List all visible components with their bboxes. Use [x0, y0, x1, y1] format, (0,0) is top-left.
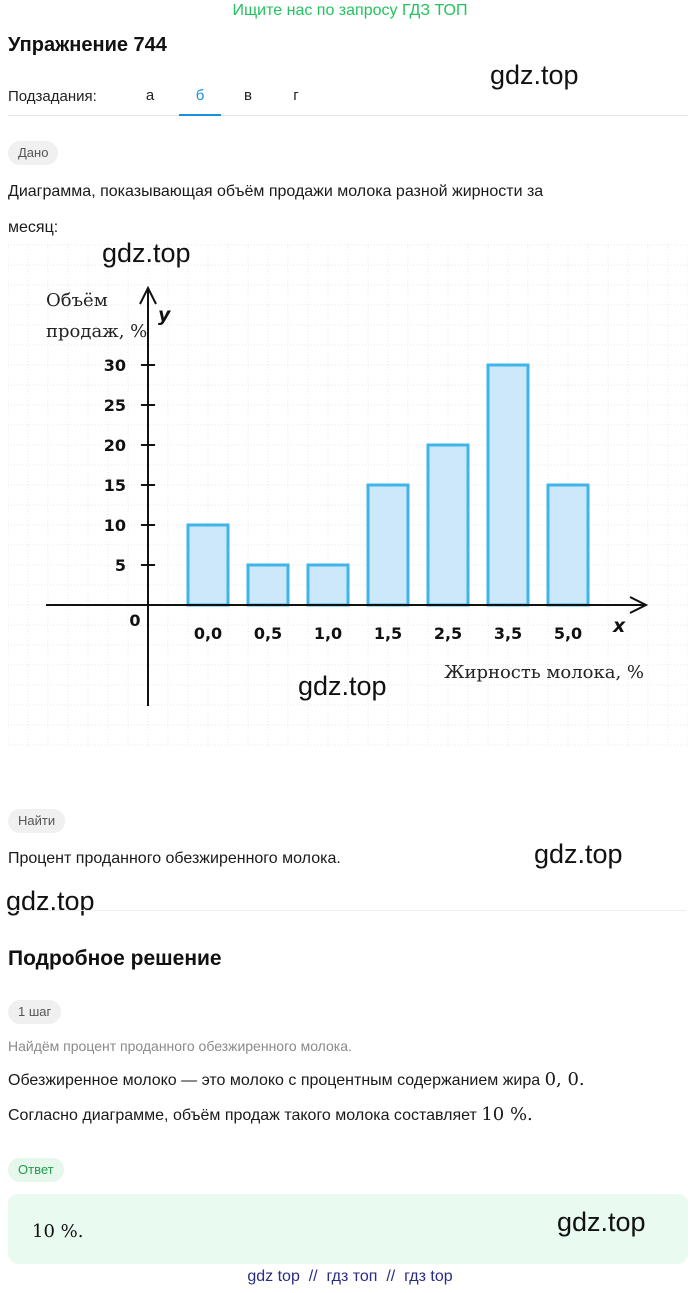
page-title: Упражнение 744 [8, 34, 167, 56]
given-text-line2: месяц: [8, 219, 59, 236]
footer-link-gdz-top-mixed[interactable]: гдз top [404, 1268, 453, 1285]
watermark: gdz.top [6, 886, 95, 916]
x-tick-label: 0,0 [194, 624, 222, 643]
solution-line1-text: Обезжиренное молоко — это молоко с проце… [8, 1072, 545, 1089]
divider [8, 910, 686, 911]
y-axis-letter: y [158, 304, 172, 326]
chart-bars [186, 363, 590, 607]
watermark: gdz.top [298, 671, 387, 701]
y-tick-label: 25 [104, 396, 126, 415]
y-tick-label: 20 [104, 436, 126, 455]
watermark: gdz.top [490, 60, 579, 90]
bar-0,0 [186, 523, 230, 607]
y-axis-title-line2: продаж, % [46, 321, 147, 342]
y-axis-arrow [139, 285, 157, 305]
answer-pill: Ответ [8, 1158, 64, 1182]
x-axis-title: Жирность молока, % [444, 662, 644, 683]
chart-axes [46, 285, 649, 706]
bar-5,0 [546, 483, 590, 607]
watermark: gdz.top [557, 1207, 646, 1237]
subtask-tab-v[interactable]: в [244, 87, 252, 104]
x-tick-label: 0,5 [254, 624, 282, 643]
subtasks-bar: Подзадания: а б в г [8, 86, 688, 116]
subtasks-label: Подзадания: [8, 88, 97, 105]
sales-chart-svg: 5 10 15 20 25 30 0,0 0,5 1,0 1,5 2,5 3,5 5,0 0 y x Объём… [7, 244, 689, 748]
x-tick-label: 1,5 [374, 624, 402, 643]
footer-link-gdz-top-ru[interactable]: гдз топ [326, 1268, 378, 1285]
solution-line1-math: 0, 0. [544, 1069, 585, 1090]
subtask-tab-g[interactable]: г [293, 87, 299, 104]
y-tick-label: 15 [104, 476, 126, 495]
solution-line2-text: Согласно диаграмме, объём продаж такого … [8, 1107, 482, 1124]
given-pill: Дано [8, 141, 59, 165]
chart-labels: 5 10 15 20 25 30 0,0 0,5 1,0 1,5 2,5 3,5 5,0 0 y x Объём… [46, 290, 644, 683]
y-tick-label: 10 [104, 516, 126, 535]
subtask-tab-a[interactable]: а [145, 87, 155, 104]
subtask-tab-b[interactable]: б [179, 86, 221, 116]
footer-links: gdz top // гдз топ // гдз top [0, 1268, 700, 1286]
step-pill: 1 шаг [8, 1000, 62, 1024]
x-tick-label: 2,5 [434, 624, 462, 643]
top-banner: Ищите нас по запросу ГДЗ ТОП [232, 2, 468, 19]
solution-line1: Обезжиренное молоко — это молоко с проце… [8, 1069, 585, 1092]
x-axis-arrow [629, 596, 649, 614]
watermark: gdz.top [534, 839, 623, 869]
x-tick-label: 5,0 [554, 624, 582, 643]
footer-separator: // [308, 1268, 318, 1285]
footer-separator: // [386, 1268, 396, 1285]
bar-3,5 [486, 363, 530, 607]
watermark: gdz.top [102, 238, 191, 268]
x-tick-label: 3,5 [494, 624, 522, 643]
find-pill: Найти [8, 809, 66, 833]
sales-chart: 5 10 15 20 25 30 0,0 0,5 1,0 1,5 2,5 3,5 5,0 0 y x Объём… [7, 244, 689, 750]
footer-link-gdz-top[interactable]: gdz top [247, 1268, 300, 1285]
x-tick-label: 1,0 [314, 624, 342, 643]
origin-label: 0 [129, 611, 140, 630]
y-tick-label: 30 [104, 356, 126, 375]
y-tick-label: 5 [115, 556, 126, 575]
y-axis-title-line1: Объём [46, 290, 108, 311]
bar-1,0 [306, 563, 350, 607]
bar-2,5 [426, 443, 470, 607]
bar-0,5 [246, 563, 290, 607]
step-hint: Найдём процент проданного обезжиренного … [8, 1038, 352, 1054]
given-text-line1: Диаграмма, показывающая объём продажи мо… [8, 183, 544, 200]
solution-title: Подробное решение [8, 947, 222, 970]
find-text: Процент проданного обезжиренного молока. [8, 850, 341, 867]
solution-line2: Согласно диаграмме, объём продаж такого … [8, 1104, 533, 1127]
answer-box: 10 %. [8, 1194, 688, 1264]
solution-line2-math: 10 %. [481, 1104, 533, 1125]
x-axis-letter: x [612, 615, 626, 637]
bar-1,5 [366, 483, 410, 607]
answer-text: 10 %. [32, 1221, 84, 1242]
